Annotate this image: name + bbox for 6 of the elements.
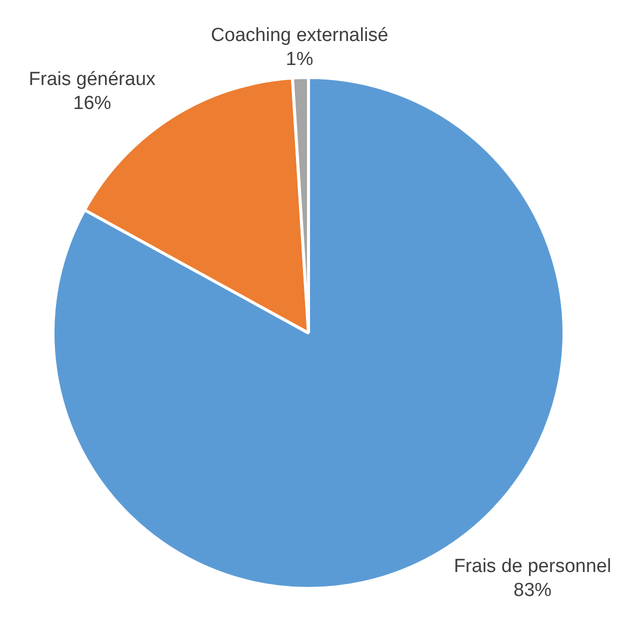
- data-label: 1%: [286, 48, 314, 70]
- slice-label: Coaching externalisé: [210, 24, 388, 46]
- data-label: 16%: [73, 93, 112, 114]
- data-label: 83%: [514, 580, 552, 601]
- slice-label: Frais de personnel: [454, 556, 612, 577]
- slice-label: Frais généraux: [28, 69, 156, 90]
